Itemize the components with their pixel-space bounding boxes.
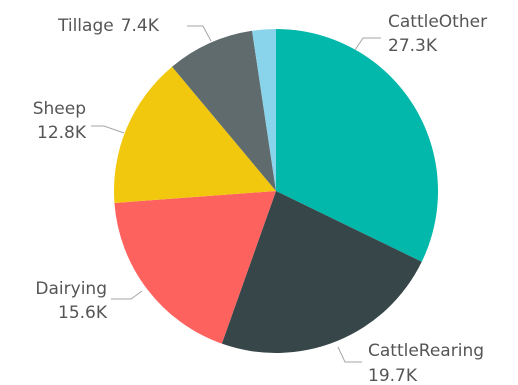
leader-cattleother	[354, 37, 381, 51]
pie-slice-sheep[interactable]	[114, 66, 277, 203]
leader-dairying	[111, 290, 143, 300]
pie-slice-dairying[interactable]	[114, 191, 276, 344]
slice-value-dairying: 15.6K	[58, 303, 108, 323]
slice-label-tillage: Tillage 7.4K	[57, 16, 160, 36]
slice-value-cattlerearing: 19.7K	[368, 366, 418, 385]
slice-value-sheep: 12.8K	[37, 123, 87, 143]
slice-label-cattleother: CattleOther	[388, 12, 487, 32]
leader-cattlerearing	[337, 346, 362, 363]
slice-label-cattlerearing: CattleRearing	[368, 341, 484, 361]
pie-slice-cattlerearing[interactable]	[221, 191, 422, 353]
leader-tillage	[187, 25, 212, 42]
leader-lines	[91, 25, 381, 363]
slice-value-cattleother: 27.3K	[388, 36, 438, 56]
slice-label-sheep: Sheep	[33, 99, 86, 119]
tillage-name: Tillage	[57, 16, 114, 36]
pie-slices	[114, 29, 438, 353]
slice-label-dairying: Dairying	[35, 279, 107, 299]
pie-slice-cattleother[interactable]	[276, 29, 438, 262]
pie-slice-other[interactable]	[252, 29, 276, 191]
pie-slice-tillage[interactable]	[172, 30, 276, 192]
tillage-value: 7.4K	[121, 16, 160, 36]
leader-sheep	[91, 125, 125, 134]
